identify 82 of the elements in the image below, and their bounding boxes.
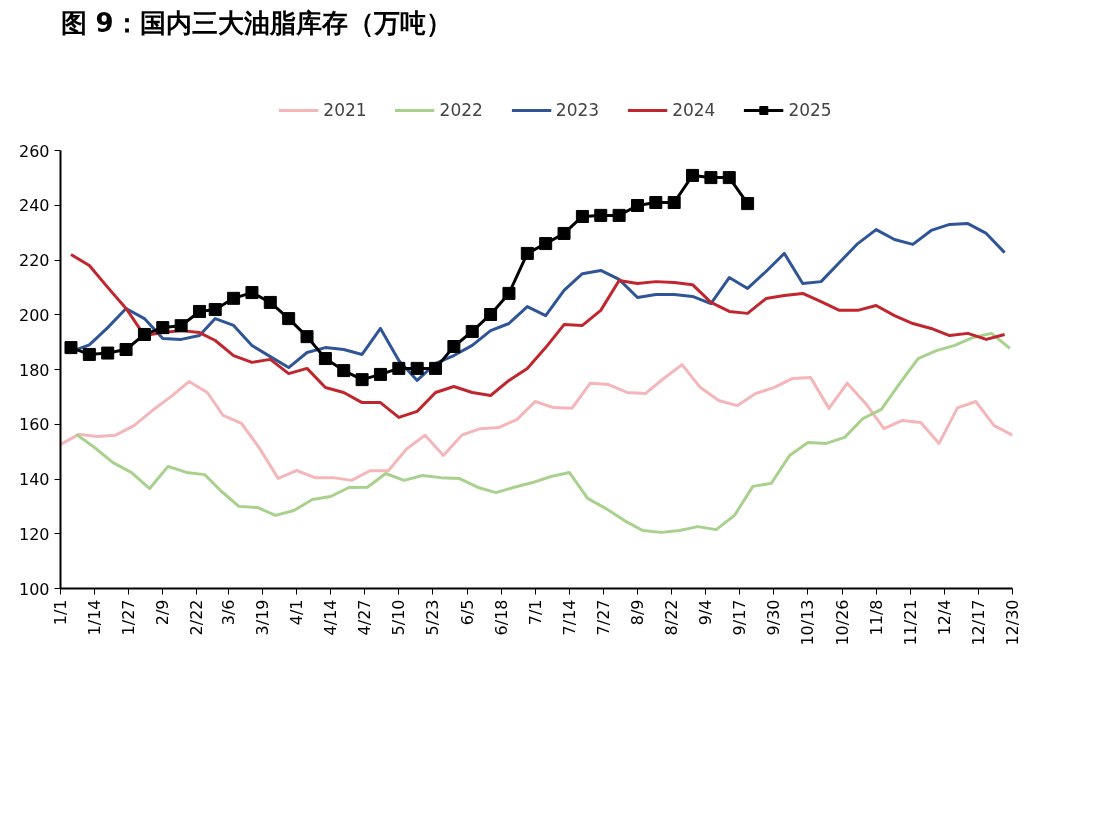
legend-label: 2022 [439, 100, 483, 120]
x-tick-label: 12/17 [968, 599, 988, 646]
point [337, 364, 351, 378]
point [355, 373, 369, 387]
x-tick-label: 4/14 [321, 599, 341, 636]
point [101, 346, 115, 360]
point [282, 312, 296, 326]
point [520, 246, 534, 260]
x-tick-label: 1/27 [119, 599, 139, 636]
point [612, 208, 626, 222]
x-tick-label: 7/1 [525, 599, 545, 626]
x-tick-label: 11/21 [900, 599, 920, 646]
y-tick-label: 180 [18, 360, 50, 380]
point [649, 196, 663, 210]
x-tick-label: 6/5 [457, 599, 477, 626]
x-tick-label: 3/6 [218, 599, 238, 626]
point [373, 367, 387, 381]
point [630, 199, 644, 213]
point [575, 209, 589, 223]
x-tick-label: 6/18 [491, 599, 511, 636]
x-tick-label: 5/10 [389, 599, 409, 636]
point [447, 340, 461, 354]
point [741, 197, 755, 211]
legend-label: 2021 [323, 100, 367, 120]
x-tick-label: 4/27 [355, 599, 375, 636]
chart-title: 图 9：国内三大油脂库存（万吨） [60, 7, 452, 38]
x-tick-label: 9/17 [730, 599, 750, 636]
point [318, 352, 332, 366]
point [704, 171, 718, 185]
point [392, 361, 406, 375]
legend-label: 2025 [788, 100, 832, 120]
x-tick-label: 8/9 [627, 599, 647, 626]
y-tick-label: 200 [18, 305, 50, 325]
y-tick-label: 100 [18, 579, 50, 599]
y-tick-label: 220 [18, 251, 50, 270]
x-tick-label: 4/1 [287, 599, 307, 626]
point [722, 171, 736, 185]
y-tick-label: 120 [18, 524, 50, 544]
x-tick-label: 2/22 [187, 599, 207, 636]
point [686, 168, 700, 182]
point [193, 304, 206, 318]
point [156, 321, 170, 335]
x-tick-label: 8/22 [662, 599, 682, 636]
x-tick-label: 3/19 [252, 599, 272, 636]
point [502, 286, 516, 300]
point [82, 347, 96, 361]
y-tick-label: 260 [18, 141, 50, 161]
y-tick-label: 140 [18, 470, 50, 489]
point [539, 237, 553, 251]
point [300, 330, 314, 344]
point [137, 327, 151, 341]
point [667, 196, 681, 210]
x-tick-label: 7/14 [559, 599, 579, 636]
legend-label: 2023 [555, 100, 600, 120]
point [119, 343, 133, 357]
legend-label: 2024 [672, 100, 716, 120]
point [174, 319, 188, 333]
point [263, 295, 277, 309]
x-tick-label: 12/30 [1003, 599, 1022, 646]
x-tick-label: 2/9 [153, 599, 173, 626]
x-tick-label: 9/30 [764, 599, 784, 636]
y-tick-label: 240 [18, 196, 50, 216]
point [594, 208, 608, 222]
point [64, 341, 78, 355]
point [227, 291, 241, 305]
point [245, 286, 259, 300]
point [557, 226, 571, 240]
x-tick-label: 5/23 [423, 599, 443, 636]
y-tick-label: 160 [18, 415, 50, 435]
point [465, 324, 479, 338]
point [208, 303, 222, 317]
point [410, 361, 424, 375]
x-tick-label: 1/1 [51, 599, 70, 626]
x-tick-label: 10/13 [798, 599, 818, 646]
x-tick-label: 7/27 [593, 599, 613, 636]
point [429, 361, 443, 375]
x-tick-label: 12/4 [934, 599, 954, 636]
point [484, 307, 498, 321]
x-tick-label: 1/14 [85, 599, 105, 636]
x-tick-label: 9/4 [696, 599, 716, 626]
x-tick-label: 11/8 [866, 599, 886, 636]
x-tick-label: 10/26 [832, 599, 852, 646]
